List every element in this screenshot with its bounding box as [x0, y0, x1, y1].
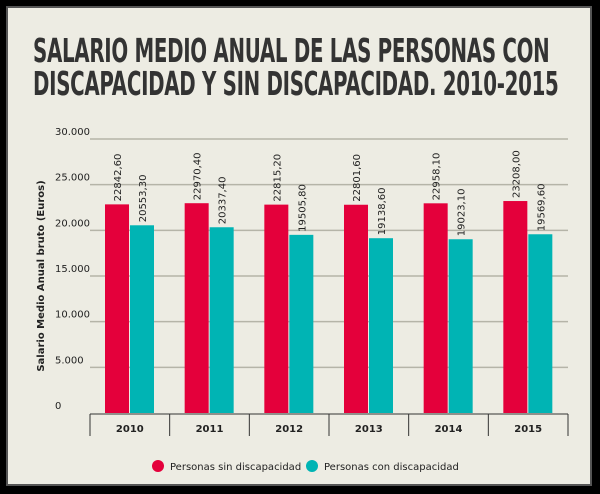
bar-con-2010 [130, 225, 154, 413]
chart-title-line-1: SALARIO MEDIO ANUAL DE LAS PERSONAS CON [33, 31, 550, 70]
legend-label-sin: Personas sin discapacidad [170, 462, 301, 473]
x-tick-label: 2010 [116, 424, 144, 435]
legend-marker-con [306, 460, 318, 472]
data-label: 22842,60 [113, 154, 124, 202]
data-label: 22970,40 [193, 152, 204, 200]
data-label: 19138,60 [377, 187, 388, 235]
y-axis-label: Salario Medio Anual bruto (Euros) [36, 180, 47, 371]
bar-con-2015 [528, 234, 553, 413]
y-tick-label: 10.000 [55, 310, 90, 321]
bar-sin-2013 [344, 204, 368, 413]
data-label: 22801,60 [352, 154, 363, 202]
bar-sin-2011 [184, 203, 209, 413]
x-tick-label: 2011 [196, 424, 224, 435]
y-tick-label: 0 [55, 401, 61, 412]
data-label: 19023,10 [457, 189, 468, 237]
bar-sin-2010 [105, 204, 129, 413]
legend-label-con: Personas con discapacidad [324, 462, 459, 473]
data-label: 20553,30 [138, 175, 149, 223]
y-tick-label: 20.000 [55, 218, 90, 229]
bar-con-2013 [369, 238, 393, 413]
x-tick-label: 2014 [435, 424, 463, 435]
bar-sin-2014 [423, 203, 448, 413]
legend-marker-sin [152, 460, 164, 472]
y-tick-label: 25.000 [55, 173, 90, 184]
x-tick-label: 2012 [275, 424, 303, 435]
chart-title-line-2: DISCAPACIDAD Y SIN DISCAPACIDAD. 2010-20… [33, 64, 559, 103]
y-tick-label: 30.000 [55, 127, 90, 138]
bar-con-2012 [289, 234, 314, 413]
y-tick-label: 5.000 [55, 355, 84, 366]
y-tick-label: 15.000 [55, 264, 90, 275]
bar-sin-2012 [264, 204, 289, 413]
x-tick-label: 2013 [355, 424, 383, 435]
chart-title: SALARIO MEDIO ANUAL DE LAS PERSONAS CON … [33, 31, 559, 103]
bar-con-2011 [209, 227, 234, 413]
data-label: 20337,40 [218, 177, 229, 225]
data-label: 19569,60 [536, 184, 547, 232]
data-label: 23208,00 [511, 150, 522, 198]
bar-con-2014 [448, 239, 473, 413]
data-label: 22958,10 [432, 153, 443, 201]
data-label: 22815,20 [272, 154, 283, 202]
x-tick-label: 2015 [514, 424, 542, 435]
data-label: 19505,80 [297, 184, 308, 232]
bar-sin-2015 [503, 201, 528, 413]
